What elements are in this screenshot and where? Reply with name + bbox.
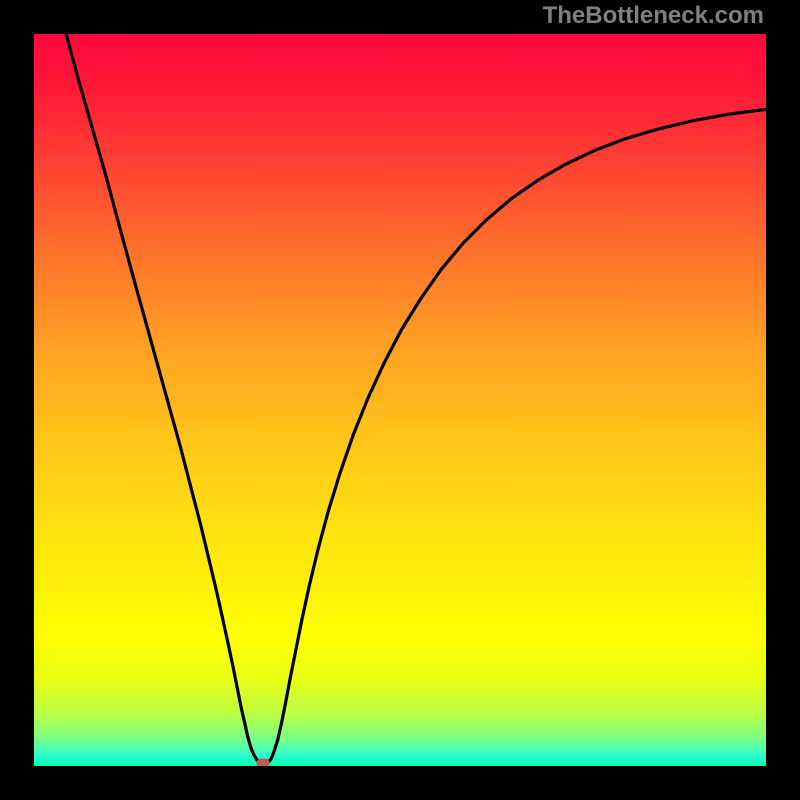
watermark-text: TheBottleneck.com bbox=[543, 2, 764, 30]
curve-svg bbox=[34, 34, 766, 766]
canvas: TheBottleneck.com bbox=[0, 0, 800, 800]
bottleneck-curve bbox=[66, 34, 766, 764]
plot-area bbox=[34, 34, 766, 766]
minimum-marker bbox=[257, 759, 270, 766]
